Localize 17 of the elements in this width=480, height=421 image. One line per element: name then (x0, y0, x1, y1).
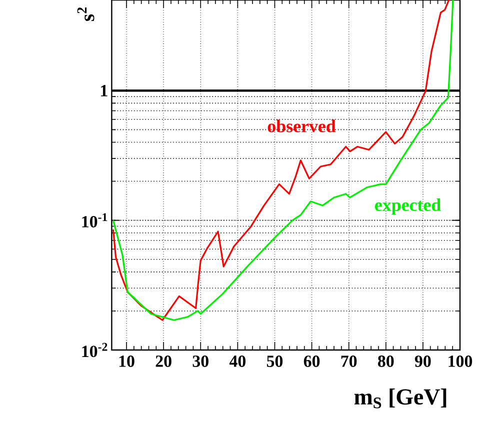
x-tick-label: 100 (448, 356, 472, 367)
y-tick-label: 10$^{-1}$ (82, 213, 108, 228)
x-tick-label: 30 (192, 356, 208, 367)
y-tick-label: 1 (101, 85, 108, 96)
x-tick-label: 60 (304, 356, 320, 367)
x-tick-label: 80 (378, 356, 394, 367)
x-tick-label: 40 (229, 356, 246, 367)
y-tick-label: 10$^{-2}$ (82, 342, 108, 358)
x-tick-label: 50 (266, 356, 283, 367)
x-tick-label: 10 (119, 356, 134, 367)
series-label: observed (268, 120, 336, 132)
x-tick-label: 90 (414, 356, 431, 367)
y-axis-title: s$^{2}$ (77, 7, 94, 22)
series-label: expected (375, 198, 441, 215)
x-tick-label: 20 (156, 356, 172, 367)
x-tick-label: 70 (341, 356, 357, 367)
x-axis-title: m$_{S}$ [GeV] (354, 388, 446, 408)
